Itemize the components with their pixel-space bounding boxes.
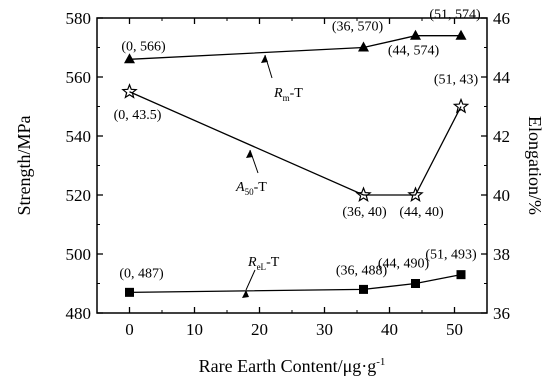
star-marker [355, 186, 372, 203]
series-ReL-T [125, 270, 466, 297]
curve-label-arrowhead [242, 290, 249, 298]
curve-label-leader [245, 269, 256, 291]
y-left-tick-label: 560 [66, 68, 92, 87]
series-line [129, 91, 462, 196]
data-label: (36, 488) [336, 263, 388, 278]
star-marker [407, 186, 424, 203]
y-left-axis-title: Strength/MPa [14, 115, 34, 215]
y-right-tick-label: 44 [493, 68, 511, 87]
x-tick-label: 0 [125, 320, 134, 339]
data-label: (44, 490) [378, 257, 430, 272]
curve-label: Rm-T [273, 86, 303, 103]
series-line [129, 35, 461, 60]
y-left-tick-label: 580 [66, 9, 92, 28]
x-tick-label: 30 [316, 320, 333, 339]
star-marker [452, 97, 470, 114]
data-label: (36, 40) [342, 205, 387, 220]
curve-label: ReL-T [247, 255, 280, 272]
series-A50-T [121, 83, 470, 203]
data-label: (44, 574) [388, 44, 440, 59]
data-label: (51, 43) [434, 73, 479, 88]
axes-layer [96, 17, 488, 314]
series-Rm-T [124, 29, 467, 64]
data-label: (44, 40) [399, 205, 444, 220]
y-right-tick-label: 38 [493, 245, 510, 264]
curve-label-arrowhead [246, 150, 253, 158]
y-right-tick-label: 42 [493, 127, 510, 146]
x-tick-label: 50 [446, 320, 463, 339]
curve-label: A50-T [235, 180, 267, 197]
y-left-tick-label: 480 [66, 304, 92, 323]
data-label: (0, 43.5) [114, 108, 162, 123]
x-tick-label: 10 [186, 320, 203, 339]
square-marker [456, 270, 466, 280]
curve-label-arrowhead [261, 55, 268, 63]
data-label: (0, 566) [121, 39, 166, 54]
labels-layer: 0 10 20 30 40 50 480 500 520 540 560 580 36 38 40 42 44 4… [14, 8, 545, 376]
data-label: (0, 487) [119, 266, 164, 281]
y-left-tick-label: 500 [66, 245, 92, 264]
data-label: (51, 493) [425, 248, 477, 263]
data-label: (36, 570) [332, 20, 384, 35]
triangle-marker [410, 29, 421, 40]
x-axis-title: Rare Earth Content/μg·g-1 [199, 356, 386, 376]
x-tick-label: 40 [381, 320, 398, 339]
x-tick-label: 20 [251, 320, 268, 339]
y-right-tick-label: 36 [493, 304, 510, 323]
y-left-tick-label: 520 [66, 186, 92, 205]
y-right-tick-label: 46 [493, 9, 510, 28]
y-right-axis-title: Elongation/% [525, 116, 545, 215]
square-marker [359, 284, 368, 294]
triangle-marker [124, 53, 135, 64]
star-marker [121, 83, 138, 99]
square-marker [125, 287, 134, 297]
triangle-marker [358, 41, 369, 52]
series-layer [121, 29, 470, 297]
y-left-tick-label: 540 [66, 127, 92, 146]
y-right-tick-label: 40 [493, 186, 510, 205]
square-marker [411, 279, 420, 288]
data-label: (51, 574) [429, 8, 481, 23]
triangle-marker [455, 29, 467, 40]
series-line [129, 274, 462, 293]
